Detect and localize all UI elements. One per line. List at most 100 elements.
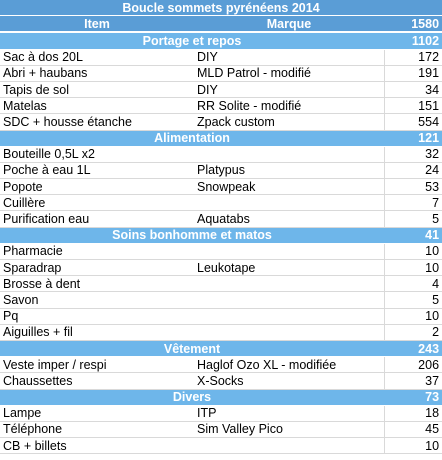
item-row[interactable]: Sac à dos 20L DIY 172 — [0, 49, 442, 66]
item-row[interactable]: Brosse à dent 4 — [0, 275, 442, 293]
item-name: SDC + housse étanche — [0, 113, 194, 131]
item-weight: 4 — [383, 275, 442, 293]
item-brand: Aquatabs — [194, 210, 384, 228]
section-name: Portage et repos — [0, 32, 384, 50]
item-brand — [194, 243, 384, 261]
item-weight: 10 — [383, 437, 442, 455]
item-row[interactable]: Popote Snowpeak 53 — [0, 178, 442, 196]
item-row[interactable]: Sparadrap Leukotape 10 — [0, 259, 442, 277]
item-row[interactable]: Veste imper / respi Haglof Ozo XL - modif… — [0, 356, 442, 374]
item-weight: 191 — [383, 65, 442, 82]
item-name: Chaussettes — [0, 372, 194, 390]
item-brand — [194, 308, 384, 325]
section-name: Vêtement — [0, 340, 384, 358]
item-row[interactable]: CB + billets 10 — [0, 437, 442, 455]
item-name: Poche à eau 1L — [0, 162, 194, 180]
item-weight: 53 — [383, 178, 442, 196]
item-weight: 2 — [383, 324, 442, 341]
item-name: Matelas — [0, 97, 194, 115]
item-row[interactable]: Savon 5 — [0, 291, 442, 309]
item-brand: ITP — [194, 405, 384, 422]
item-name: Savon — [0, 291, 194, 309]
item-row[interactable]: Matelas RR Solite - modifié 151 — [0, 97, 442, 115]
item-row[interactable]: Aiguilles + fil 2 — [0, 324, 442, 341]
item-brand: Haglof Ozo XL - modifiée — [194, 356, 384, 374]
item-weight: 172 — [383, 49, 442, 66]
item-name: Sparadrap — [0, 259, 194, 277]
item-row[interactable]: Téléphone Sim Valley Pico 45 — [0, 421, 442, 439]
item-name: Cuillère — [0, 194, 194, 212]
item-name: CB + billets — [0, 437, 194, 455]
title-row: Boucle sommets pyrénéens 2014 — [0, 0, 442, 17]
item-row[interactable]: Pharmacie 10 — [0, 243, 442, 261]
section-total: 121 — [384, 130, 442, 147]
item-name: Pharmacie — [0, 243, 194, 261]
item-weight: 10 — [383, 243, 442, 261]
section-row: Portage et repos 1102 — [0, 32, 442, 50]
item-brand — [194, 275, 384, 293]
item-weight: 151 — [383, 97, 442, 115]
grand-total: 1580 — [384, 15, 442, 34]
section-total: 73 — [384, 389, 442, 406]
item-row[interactable]: Cuillère 7 — [0, 194, 442, 212]
section-total: 243 — [384, 340, 442, 358]
item-brand: MLD Patrol - modifié — [194, 65, 384, 82]
item-name: Aiguilles + fil — [0, 324, 194, 341]
item-brand: Leukotape — [194, 259, 384, 277]
item-weight: 10 — [383, 308, 442, 325]
item-brand — [194, 194, 384, 212]
item-brand: Sim Valley Pico — [194, 421, 384, 439]
column-header-item: Item — [0, 15, 194, 34]
item-brand: RR Solite - modifié — [194, 97, 384, 115]
item-weight: 34 — [383, 81, 442, 99]
section-total: 1102 — [384, 32, 442, 50]
item-row[interactable]: SDC + housse étanche Zpack custom 554 — [0, 113, 442, 131]
item-name: Popote — [0, 178, 194, 196]
item-row[interactable]: Abri + haubans MLD Patrol - modifié 191 — [0, 65, 442, 82]
item-brand — [194, 437, 384, 455]
item-weight: 37 — [383, 372, 442, 390]
item-brand: DIY — [194, 81, 384, 99]
item-brand — [194, 146, 384, 163]
item-name: Téléphone — [0, 421, 194, 439]
item-brand — [194, 324, 384, 341]
item-weight: 5 — [383, 291, 442, 309]
item-name: Abri + haubans — [0, 65, 194, 82]
item-row[interactable]: Chaussettes X-Socks 37 — [0, 372, 442, 390]
item-weight: 10 — [383, 259, 442, 277]
section-name: Soins bonhomme et matos — [0, 227, 384, 244]
section-row: Alimentation 121 — [0, 130, 442, 147]
item-name: Purification eau — [0, 210, 194, 228]
item-row[interactable]: Pq 10 — [0, 308, 442, 325]
section-row: Divers 73 — [0, 389, 442, 406]
item-name: Veste imper / respi — [0, 356, 194, 374]
item-row[interactable]: Lampe ITP 18 — [0, 405, 442, 422]
item-row[interactable]: Poche à eau 1L Platypus 24 — [0, 162, 442, 180]
item-brand: Snowpeak — [194, 178, 384, 196]
item-row[interactable]: Tapis de sol DIY 34 — [0, 81, 442, 99]
item-weight: 32 — [383, 146, 442, 163]
section-total: 41 — [384, 227, 442, 244]
section-name: Divers — [0, 389, 384, 406]
item-weight: 206 — [383, 356, 442, 374]
item-brand: DIY — [194, 49, 384, 66]
item-row[interactable]: Purification eau Aquatabs 5 — [0, 210, 442, 228]
section-name: Alimentation — [0, 130, 384, 147]
item-weight: 45 — [383, 421, 442, 439]
section-row: Soins bonhomme et matos 41 — [0, 227, 442, 244]
item-row[interactable]: Bouteille 0,5L x2 32 — [0, 146, 442, 163]
item-brand: Zpack custom — [194, 113, 384, 131]
item-weight: 24 — [383, 162, 442, 180]
item-name: Brosse à dent — [0, 275, 194, 293]
item-weight: 554 — [383, 113, 442, 131]
column-header-brand: Marque — [194, 15, 384, 34]
sheet-title: Boucle sommets pyrénéens 2014 — [0, 0, 442, 17]
item-name: Sac à dos 20L — [0, 49, 194, 66]
item-weight: 5 — [383, 210, 442, 228]
item-name: Tapis de sol — [0, 81, 194, 99]
item-weight: 18 — [383, 405, 442, 422]
item-name: Bouteille 0,5L x2 — [0, 146, 194, 163]
section-row: Vêtement 243 — [0, 340, 442, 358]
item-brand: X-Socks — [194, 372, 384, 390]
